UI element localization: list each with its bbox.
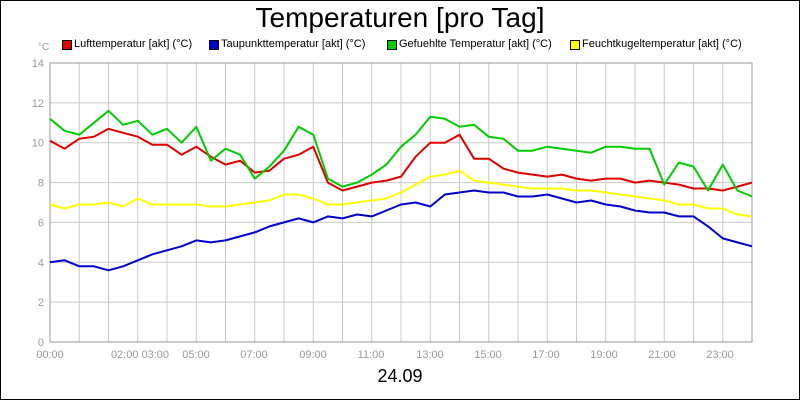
series-line-taupunkttemperatur [49,189,753,272]
x-tick-label: 09:00 [299,349,327,361]
series-line-feuchtkugeltemperatur [49,169,753,218]
legend-swatch-gefuehlte-temperatur [387,40,397,50]
x-tick-label: 19:00 [590,349,618,361]
x-tick-label: 13:00 [416,349,444,361]
y-tick-label: 6 [38,217,44,229]
x-tick-label: 11:00 [358,349,385,361]
y-tick-label: 14 [32,58,44,70]
chart-title: Temperaturen [pro Tag] [255,2,545,33]
series-line-lufttemperatur [49,127,753,192]
y-tick-label: 0 [38,337,44,349]
y-tick-label: 10 [32,138,44,150]
plot-border [49,62,753,343]
x-tick-label: 05:00 [182,349,210,361]
series-line-gefuehlte-temperatur [49,109,753,198]
x-axis-date-label: 24.09 [377,366,423,386]
x-tick-label: 23:00 [706,349,734,361]
legend-label-gefuehlte-temperatur: Gefuehlte Temperatur [akt] (°C) [399,38,552,50]
legend-label-taupunkttemperatur: Taupunkttemperatur [akt] (°C) [221,38,366,50]
legend-swatch-taupunkttemperatur [209,40,219,50]
x-tick-label: 17:00 [532,349,560,361]
y-tick-label: 12 [32,98,44,110]
legend-swatch-lufttemperatur [62,40,72,50]
y-tick-label: 4 [38,257,44,269]
legend-label-feuchtkugeltemperatur: Feuchtkugeltemperatur [akt] (°C) [582,38,742,50]
legend-swatch-feuchtkugeltemperatur [570,40,580,50]
y-tick-label: 2 [38,297,44,309]
x-tick-label: 15:00 [474,349,502,361]
y-axis-unit: °C [38,42,50,53]
x-tick-label: 00:00 [36,349,64,361]
x-tick-label: 21:00 [648,349,676,361]
y-tick-label: 8 [38,178,44,190]
x-tick-label: 02:00 03:00 [111,349,169,361]
legend-label-lufttemperatur: Lufttemperatur [akt] (°C) [74,38,193,50]
x-tick-label: 07:00 [240,349,268,361]
